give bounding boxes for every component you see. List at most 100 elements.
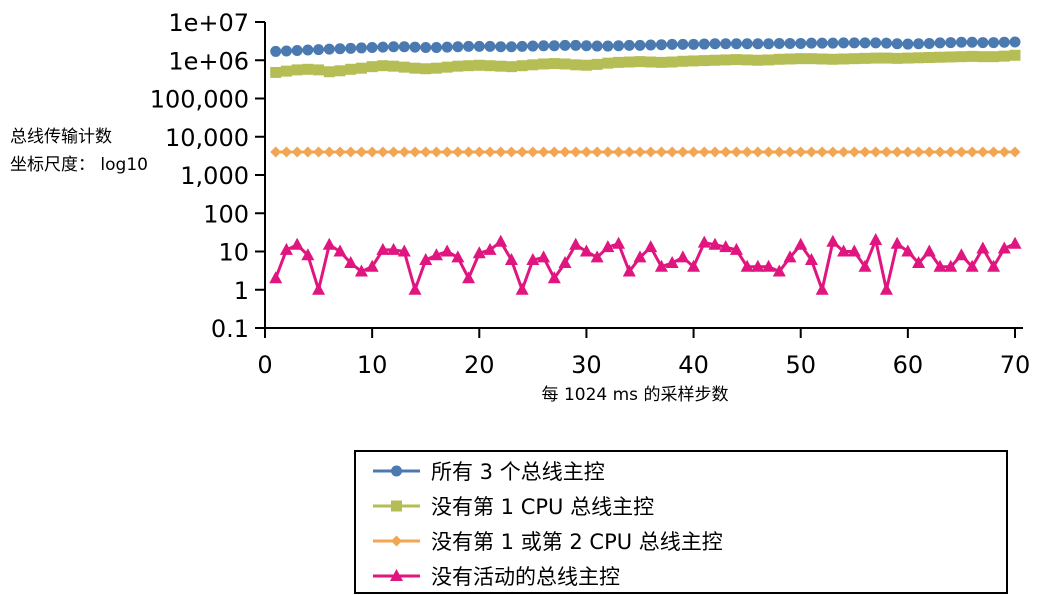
- data-point: [334, 146, 346, 158]
- data-point: [398, 41, 410, 53]
- data-point: [538, 40, 550, 52]
- data-point: [751, 259, 765, 272]
- data-point: [613, 40, 625, 52]
- data-point: [452, 41, 464, 53]
- data-point: [645, 39, 657, 51]
- legend-label: 没有第 1 CPU 总线主控: [431, 495, 654, 519]
- data-point: [441, 146, 453, 158]
- data-point: [570, 59, 582, 71]
- data-point: [302, 44, 314, 56]
- data-point: [794, 237, 808, 250]
- data-point: [795, 146, 807, 158]
- data-point: [366, 146, 378, 158]
- y-tick-label: 1: [234, 277, 249, 305]
- data-point: [473, 146, 485, 158]
- y-tick-label: 100,000: [150, 86, 249, 114]
- data-point: [891, 146, 903, 158]
- data-point: [515, 282, 529, 295]
- data-point: [645, 56, 657, 68]
- data-point: [795, 37, 807, 49]
- data-point: [634, 39, 646, 51]
- data-point: [344, 256, 358, 269]
- data-point: [934, 51, 946, 63]
- data-point: [665, 256, 679, 269]
- data-point: [472, 246, 486, 259]
- x-tick-label: 60: [893, 351, 924, 379]
- data-point: [784, 53, 796, 65]
- data-point: [463, 146, 475, 158]
- data-point: [901, 244, 915, 257]
- data-point: [569, 237, 583, 250]
- data-point: [429, 248, 443, 261]
- data-point: [547, 271, 561, 284]
- data-point: [377, 60, 389, 72]
- data-point: [484, 40, 496, 52]
- data-point: [452, 146, 464, 158]
- data-point: [483, 242, 497, 255]
- data-point: [945, 51, 957, 63]
- data-point: [601, 240, 615, 253]
- data-point: [655, 39, 667, 51]
- data-point: [891, 38, 903, 50]
- data-point: [677, 146, 689, 158]
- data-point: [591, 58, 603, 70]
- data-point: [366, 61, 378, 73]
- data-point: [613, 146, 625, 158]
- data-point: [720, 146, 732, 158]
- data-point: [388, 146, 400, 158]
- data-point: [463, 40, 475, 52]
- data-point: [988, 51, 1000, 63]
- data-point: [580, 59, 592, 71]
- legend-swatch-marker: [390, 569, 403, 581]
- data-point: [783, 250, 797, 263]
- data-point: [955, 51, 967, 63]
- data-point: [741, 146, 753, 158]
- data-point: [516, 146, 528, 158]
- data-point: [473, 59, 485, 71]
- data-point: [420, 42, 432, 54]
- data-point: [966, 36, 978, 48]
- data-point: [323, 66, 335, 78]
- legend-item: 没有第 1 或第 2 CPU 总线主控: [373, 530, 723, 554]
- data-point: [270, 146, 282, 158]
- data-point: [902, 38, 914, 50]
- data-point: [440, 244, 454, 257]
- legend-swatch-marker: [391, 465, 402, 477]
- data-point: [398, 61, 410, 73]
- y-tick-label: 100: [203, 200, 249, 228]
- data-point: [570, 39, 582, 51]
- data-point: [977, 51, 989, 63]
- data-point: [313, 44, 325, 56]
- data-point: [559, 39, 571, 51]
- data-point: [430, 146, 442, 158]
- data-point: [987, 259, 1001, 272]
- data-point: [827, 146, 839, 158]
- data-point: [279, 242, 293, 255]
- data-point: [419, 252, 433, 265]
- data-point: [377, 41, 389, 53]
- data-point: [504, 252, 518, 265]
- data-point: [816, 53, 828, 65]
- data-point: [954, 248, 968, 261]
- data-point: [548, 58, 560, 70]
- data-point: [848, 37, 860, 49]
- data-point: [495, 146, 507, 158]
- data-point: [623, 146, 635, 158]
- data-point: [365, 259, 379, 272]
- data-point: [827, 53, 839, 65]
- data-point: [613, 56, 625, 68]
- data-point: [345, 63, 357, 75]
- data-point: [301, 248, 315, 261]
- x-tick-label: 0: [257, 351, 272, 379]
- data-point: [913, 146, 925, 158]
- data-point: [858, 259, 872, 272]
- legend-item: 没有第 1 CPU 总线主控: [373, 495, 654, 519]
- data-point: [623, 56, 635, 68]
- data-point: [516, 60, 528, 72]
- legend-label: 没有第 1 或第 2 CPU 总线主控: [431, 530, 723, 554]
- data-point: [988, 37, 1000, 49]
- data-point: [859, 146, 871, 158]
- y-tick-label: 1e+06: [168, 47, 249, 75]
- data-point: [355, 42, 367, 54]
